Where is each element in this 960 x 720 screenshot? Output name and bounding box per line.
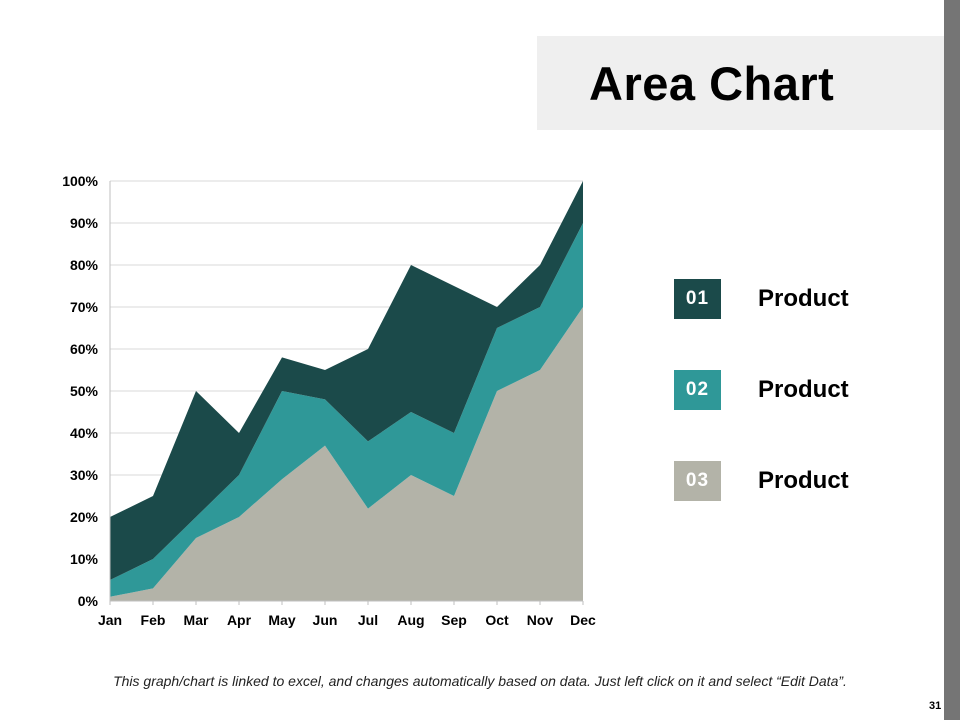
y-tick-label: 50% [70,383,99,399]
x-tick-label: Apr [227,612,252,628]
x-tick-label: Mar [184,612,209,628]
legend-label: Product [758,376,849,403]
x-tick-label: Jun [313,612,338,628]
footnote: This graph/chart is linked to excel, and… [113,673,847,689]
y-tick-label: 90% [70,215,99,231]
y-tick-label: 20% [70,509,99,525]
y-tick-label: 60% [70,341,99,357]
y-tick-label: 70% [70,299,99,315]
x-tick-label: Nov [527,612,554,628]
x-tick-label: Jan [98,612,122,628]
legend-label: Product [758,467,849,494]
title-banner: Area Chart [537,36,944,130]
x-tick-label: Feb [141,612,166,628]
legend-item-2: 02 Product [674,370,894,410]
right-edge-bar [944,0,960,720]
legend-label: Product [758,285,849,312]
x-tick-label: Aug [397,612,424,628]
legend-item-3: 03 Product [674,461,894,501]
legend-number-badge: 03 [674,461,721,501]
x-tick-label: May [268,612,295,628]
page-title: Area Chart [589,57,835,110]
x-tick-label: Oct [485,612,509,628]
y-tick-label: 10% [70,551,99,567]
y-tick-label: 80% [70,257,99,273]
area-series-3[interactable] [110,181,583,580]
legend-number-badge: 01 [674,279,721,319]
area-series-2[interactable] [110,223,583,597]
y-tick-label: 40% [70,425,99,441]
y-tick-label: 100% [62,173,98,189]
y-tick-label: 0% [78,593,99,609]
x-tick-label: Dec [570,612,596,628]
y-tick-label: 30% [70,467,99,483]
area-series-1[interactable] [110,307,583,601]
x-tick-label: Jul [358,612,378,628]
legend-item-1: 01 Product [674,279,894,319]
page-number: 31 [929,700,942,712]
legend-number-badge: 02 [674,370,721,410]
x-tick-label: Sep [441,612,467,628]
